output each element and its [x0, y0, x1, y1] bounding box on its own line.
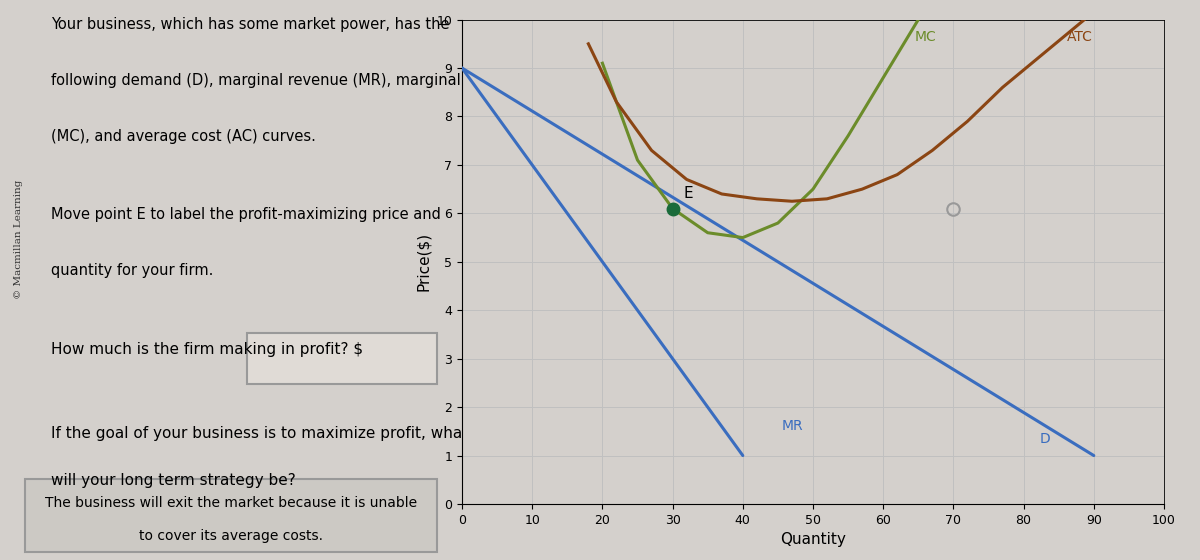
- Text: How much is the firm making in profit? $: How much is the firm making in profit? $: [50, 342, 362, 357]
- FancyBboxPatch shape: [247, 333, 437, 384]
- Text: (MC), and average cost (AC) curves.: (MC), and average cost (AC) curves.: [50, 129, 316, 144]
- Text: D: D: [1039, 432, 1050, 446]
- Text: Move point E to label the profit-maximizing price and: Move point E to label the profit-maximiz…: [50, 207, 440, 222]
- Text: quantity for your firm.: quantity for your firm.: [50, 263, 214, 278]
- Text: The business will exit the market because it is unable: The business will exit the market becaus…: [44, 496, 418, 510]
- Text: E: E: [683, 186, 692, 201]
- Text: Your business, which has some market power, has the: Your business, which has some market pow…: [50, 17, 449, 32]
- FancyBboxPatch shape: [25, 479, 437, 552]
- Text: will your long term strategy be?: will your long term strategy be?: [50, 473, 295, 488]
- Text: ATC: ATC: [1067, 30, 1093, 44]
- X-axis label: Quantity: Quantity: [780, 532, 846, 547]
- Text: MR: MR: [781, 419, 803, 433]
- Text: to cover its average costs.: to cover its average costs.: [139, 529, 323, 543]
- Y-axis label: Price($): Price($): [416, 232, 431, 291]
- Text: If the goal of your business is to maximize profit, what: If the goal of your business is to maxim…: [50, 426, 468, 441]
- Text: MC: MC: [914, 30, 936, 44]
- Text: © Macmillan Learning: © Macmillan Learning: [14, 179, 23, 298]
- Text: following demand (D), marginal revenue (MR), marginal cost: following demand (D), marginal revenue (…: [50, 73, 496, 88]
